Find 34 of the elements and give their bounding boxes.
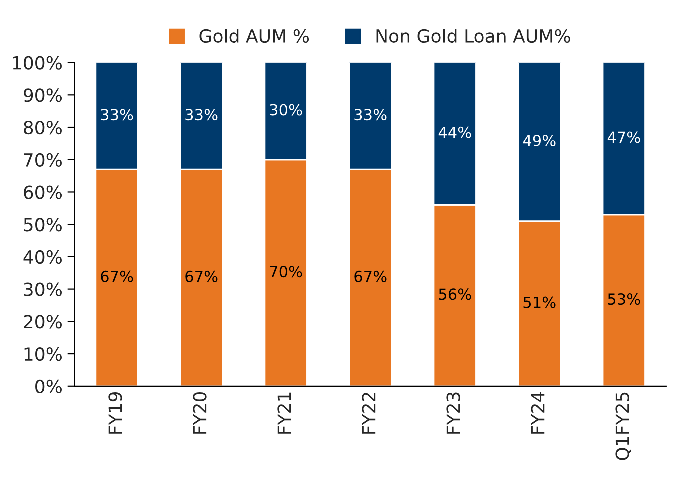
data-label: 53%: [608, 294, 640, 306]
data-label: 49%: [523, 134, 556, 147]
data-label: 33%: [101, 109, 134, 121]
legend-label: Non Gold Loan AUM%: [376, 29, 570, 44]
y-tick-label: 30%: [24, 282, 62, 296]
y-tick-label: 0%: [36, 380, 62, 394]
x-tick-label: FY21: [278, 392, 292, 434]
x-tick-label: FY20: [193, 392, 207, 434]
y-tick-label: 50%: [24, 218, 62, 232]
x-tick-label: FY23: [446, 392, 460, 434]
y-tick-label: 90%: [24, 88, 62, 102]
x-tick-label: Q1FY25: [616, 392, 632, 460]
data-label: 56%: [439, 288, 472, 300]
x-tick-label: FY24: [531, 392, 545, 434]
y-tick-label: 40%: [24, 250, 62, 264]
data-label: 33%: [354, 109, 387, 121]
y-tick-label: 100%: [13, 56, 62, 70]
x-tick-label: FY22: [362, 393, 376, 434]
y-tick-label: 60%: [24, 186, 62, 200]
y-tick-label: 80%: [24, 120, 62, 135]
y-tick-label: 10%: [24, 348, 62, 362]
y-tick-label: 20%: [24, 315, 62, 329]
data-label: 47%: [608, 132, 640, 144]
data-label: 44%: [438, 126, 472, 138]
data-label: 30%: [270, 104, 302, 116]
data-label: 67%: [354, 270, 387, 282]
data-label: 51%: [524, 296, 556, 308]
data-label: 67%: [101, 270, 134, 282]
data-label: 70%: [270, 266, 302, 278]
legend-label: Gold AUM %: [200, 29, 310, 44]
data-label: 67%: [186, 270, 218, 282]
x-tick-label: FY19: [108, 392, 122, 434]
y-tick-label: 70%: [24, 153, 62, 167]
data-label: 33%: [186, 109, 218, 121]
